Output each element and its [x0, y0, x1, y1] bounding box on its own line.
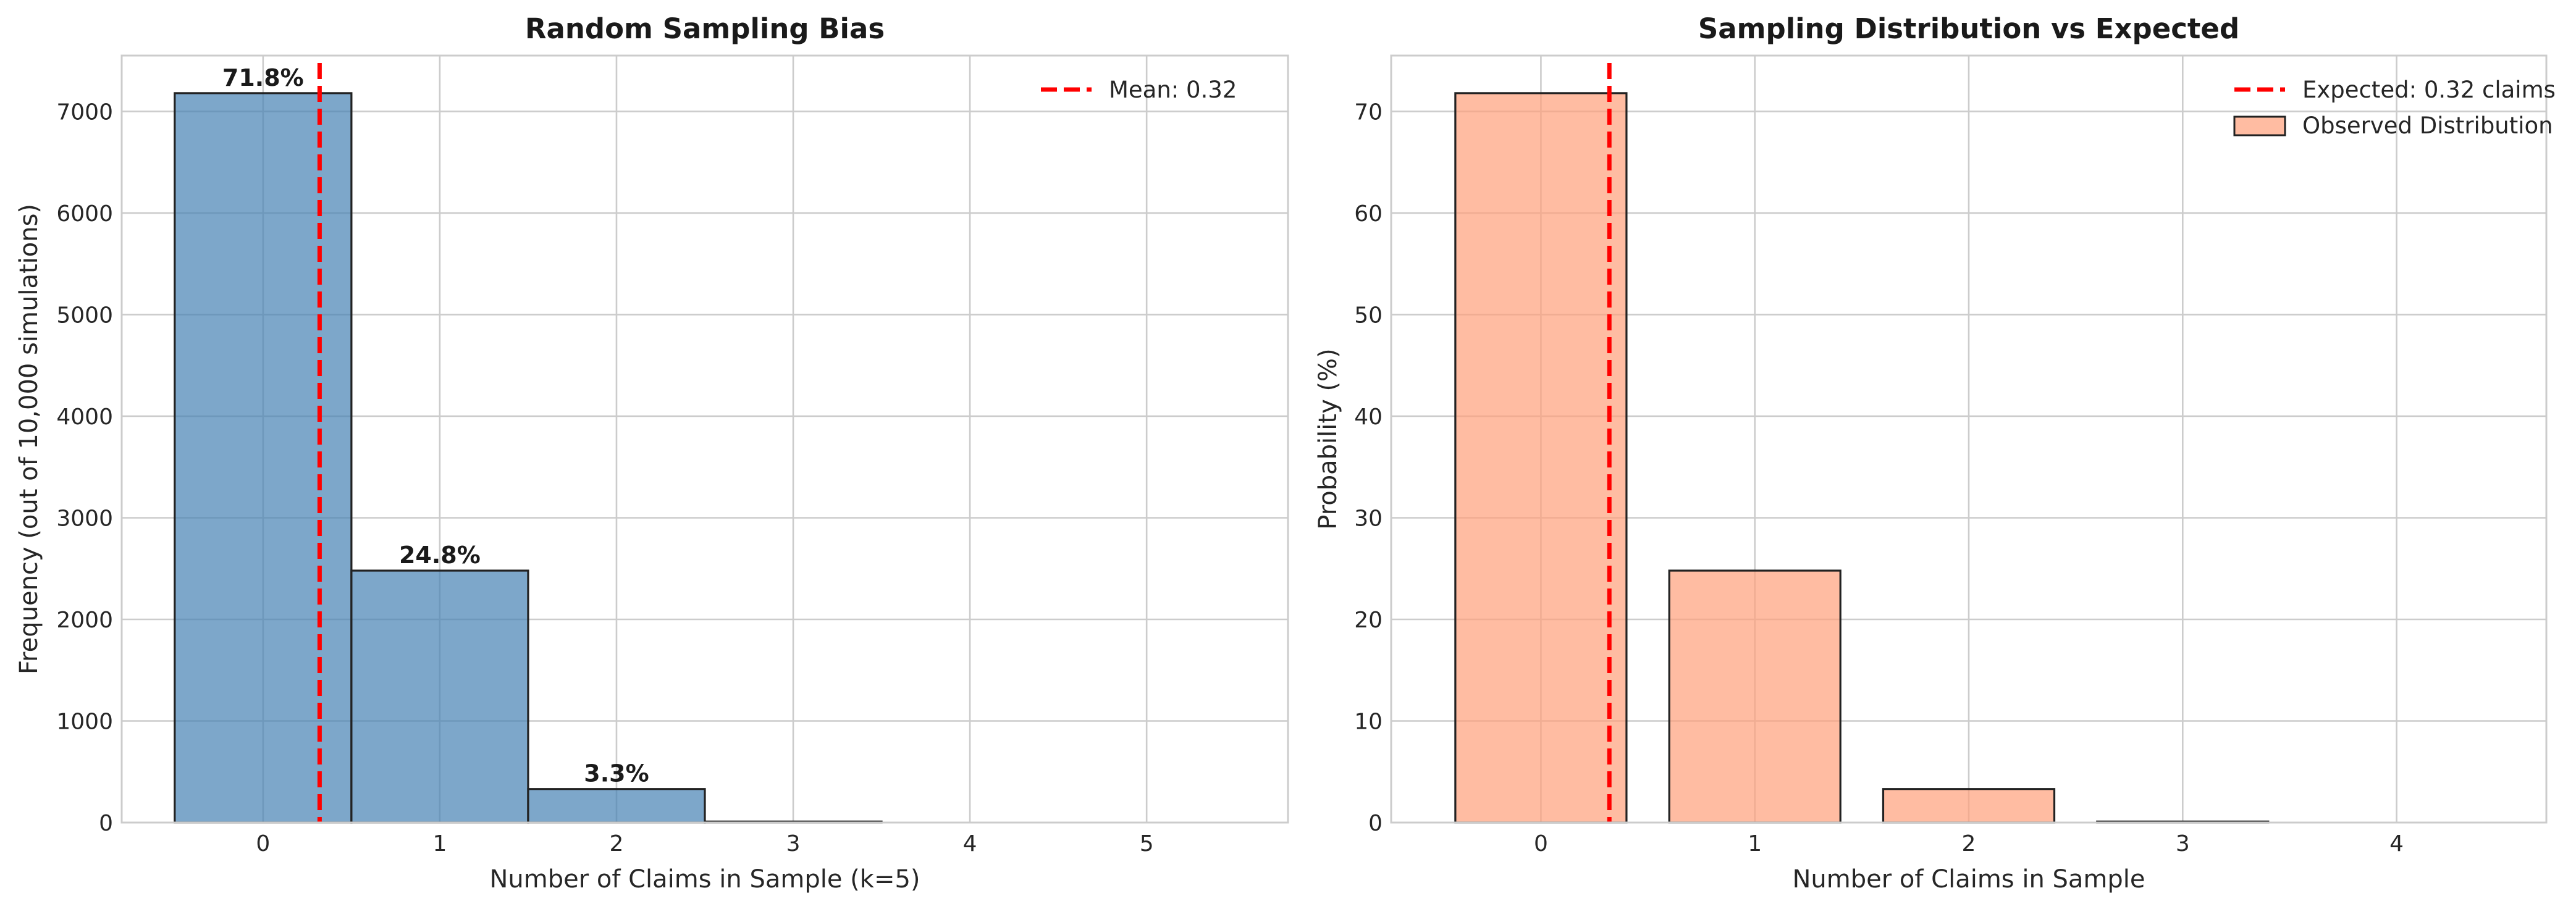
bar-value-label: 24.8%	[399, 542, 481, 569]
bar	[527, 788, 706, 824]
x-tick-label: 0	[256, 831, 270, 857]
y-tick-label: 5000	[56, 303, 113, 328]
y-axis-label: Probability (%)	[1314, 348, 1342, 529]
chart-title: Random Sampling Bias	[525, 12, 885, 45]
bars: 71.8% 24.8% 3.3%	[174, 64, 883, 824]
y-tick-label: 50	[1354, 303, 1383, 328]
legend-label: Expected: 0.32 claims	[2302, 77, 2556, 103]
x-tick-label: 4	[963, 831, 977, 857]
legend-patch-swatch	[2233, 115, 2286, 136]
legend: Expected: 0.32 claims Observed Distributi…	[2233, 77, 2556, 139]
bar	[174, 92, 353, 824]
legend-label: Mean: 0.32	[1109, 77, 1237, 103]
y-tick-label: 7000	[56, 99, 113, 125]
bar-value-label: 71.8%	[222, 64, 304, 91]
bar	[1882, 788, 2056, 824]
bar	[1668, 569, 1842, 824]
y-tick-label: 4000	[56, 404, 113, 430]
chart-title: Sampling Distribution vs Expected	[1698, 12, 2239, 45]
y-tick-label: 2000	[56, 608, 113, 633]
bar	[350, 569, 529, 824]
x-tick-label: 3	[786, 831, 801, 857]
x-tick-label: 2	[1962, 831, 1976, 857]
y-tick-label: 1000	[56, 709, 113, 734]
y-tick-label: 0	[1368, 811, 1383, 836]
legend: Mean: 0.32	[1041, 77, 1237, 103]
x-axis-label: Number of Claims in Sample	[1792, 865, 2145, 894]
bars	[1454, 92, 2270, 824]
y-tick-label: 10	[1354, 709, 1383, 734]
x-tick-label: 0	[1534, 831, 1548, 857]
x-tick-label: 3	[2176, 831, 2190, 857]
x-tick-label: 5	[1140, 831, 1154, 857]
y-tick-label: 6000	[56, 201, 113, 227]
axes-frame	[1390, 54, 2548, 824]
bar	[1454, 92, 1628, 824]
y-tick-label: 60	[1354, 201, 1383, 227]
x-tick-label: 1	[1748, 831, 1762, 857]
bar-value-label: 3.3%	[584, 760, 649, 787]
y-tick-label: 0	[99, 811, 113, 836]
axes-frame	[120, 54, 1289, 824]
tick-labels: 0 1 2 3 4 5 0 1000 2000 3000 4000 5000 6000 7000	[56, 99, 1153, 857]
chart-1: 71.8% 24.8% 3.3% 0 1 2 3 4 5 0 1000 2000 3000 4000 500…	[15, 12, 1289, 894]
x-tick-label: 4	[2389, 831, 2404, 857]
x-tick-label: 2	[610, 831, 624, 857]
y-tick-label: 3000	[56, 506, 113, 531]
legend-label: Observed Distribution	[2302, 112, 2553, 139]
y-tick-label: 40	[1354, 404, 1383, 430]
y-tick-label: 20	[1354, 608, 1383, 633]
y-tick-label: 70	[1354, 99, 1383, 125]
y-axis-label: Frequency (out of 10,000 simulations)	[15, 204, 43, 674]
y-tick-label: 30	[1354, 506, 1383, 531]
x-tick-label: 1	[432, 831, 447, 857]
x-axis-label: Number of Claims in Sample (k=5)	[489, 865, 920, 894]
